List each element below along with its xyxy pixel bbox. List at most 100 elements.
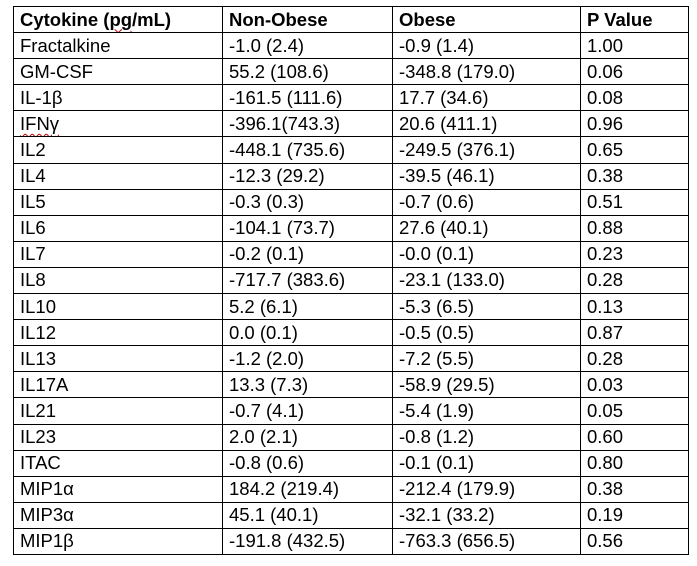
cytokine-cell: IL10 bbox=[13, 293, 223, 321]
obese-cell: -32.1 (33.2) bbox=[392, 501, 581, 529]
p-value-cell: 0.56 bbox=[580, 527, 689, 555]
table-row: IL2 -448.1 (735.6) -249.5 (376.1) 0.65 bbox=[13, 136, 689, 164]
p-value-cell: 0.13 bbox=[580, 293, 689, 321]
p-value-cell: 0.51 bbox=[580, 188, 689, 216]
non-obese-cell: -1.2 (2.0) bbox=[222, 345, 393, 373]
table-row: IL12 0.0 (0.1) -0.5 (0.5) 0.87 bbox=[13, 319, 689, 347]
cytokine-table: Cytokine (pg/mL) Non-Obese Obese P Value… bbox=[13, 5, 689, 555]
obese-cell: -23.1 (133.0) bbox=[392, 266, 581, 295]
header-non-obese: Non-Obese bbox=[222, 5, 393, 34]
p-value-cell: 0.03 bbox=[580, 371, 689, 399]
cytokine-cell: IFNγ bbox=[13, 110, 223, 138]
cytokine-cell: IL7 bbox=[13, 240, 223, 268]
table-row: IL5 -0.3 (0.3) -0.7 (0.6) 0.51 bbox=[13, 188, 689, 216]
table-row: IL17A 13.3 (7.3) -58.9 (29.5) 0.03 bbox=[13, 371, 689, 399]
p-value-cell: 0.65 bbox=[580, 136, 689, 164]
table-row: IL4 -12.3 (29.2) -39.5 (46.1) 0.38 bbox=[13, 162, 689, 190]
table-row: IL7 -0.2 (0.1) -0.0 (0.1) 0.23 bbox=[13, 240, 689, 268]
obese-cell: -212.4 (179.9) bbox=[392, 475, 581, 503]
p-value-cell: 1.00 bbox=[580, 32, 689, 60]
header-obese: Obese bbox=[392, 5, 581, 34]
cytokine-cell: IL2 bbox=[13, 136, 223, 164]
cytokine-cell: IL8 bbox=[13, 266, 223, 295]
obese-cell: -7.2 (5.5) bbox=[392, 345, 581, 373]
non-obese-cell: -0.7 (4.1) bbox=[222, 397, 393, 425]
obese-cell: -58.9 (29.5) bbox=[392, 371, 581, 399]
obese-cell: -39.5 (46.1) bbox=[392, 162, 581, 190]
cytokine-cell: IL4 bbox=[13, 162, 223, 190]
table-row: IFNγ -396.1(743.3) 20.6 (411.1) 0.96 bbox=[13, 110, 689, 138]
cytokine-cell: IL13 bbox=[13, 345, 223, 373]
p-value-cell: 0.60 bbox=[580, 423, 689, 451]
obese-cell: -0.7 (0.6) bbox=[392, 188, 581, 216]
p-value-cell: 0.38 bbox=[580, 162, 689, 190]
p-value-cell: 0.28 bbox=[580, 345, 689, 373]
p-value-cell: 0.80 bbox=[580, 449, 689, 477]
p-value-cell: 0.28 bbox=[580, 266, 689, 295]
cytokine-cell: IL17A bbox=[13, 371, 223, 399]
obese-cell: -0.9 (1.4) bbox=[392, 32, 581, 60]
non-obese-cell: -448.1 (735.6) bbox=[222, 136, 393, 164]
p-value-cell: 0.38 bbox=[580, 475, 689, 503]
p-value-cell: 0.19 bbox=[580, 501, 689, 529]
non-obese-cell: 184.2 (219.4) bbox=[222, 475, 393, 503]
cytokine-cell: IL6 bbox=[13, 214, 223, 242]
header-p-value: P Value bbox=[580, 5, 689, 34]
p-value-cell: 0.87 bbox=[580, 319, 689, 347]
non-obese-cell: -104.1 (73.7) bbox=[222, 214, 393, 242]
obese-cell: -0.0 (0.1) bbox=[392, 240, 581, 268]
table-row: MIP3α 45.1 (40.1) -32.1 (33.2) 0.19 bbox=[13, 501, 689, 529]
p-value-cell: 0.05 bbox=[580, 397, 689, 425]
obese-cell: -0.8 (1.2) bbox=[392, 423, 581, 451]
obese-cell: -763.3 (656.5) bbox=[392, 527, 581, 555]
non-obese-cell: -0.2 (0.1) bbox=[222, 240, 393, 268]
table-row: GM-CSF 55.2 (108.6) -348.8 (179.0) 0.06 bbox=[13, 58, 689, 86]
p-value-cell: 0.06 bbox=[580, 58, 689, 86]
obese-cell: 27.6 (40.1) bbox=[392, 214, 581, 242]
header-cytokine: Cytokine (pg/mL) bbox=[13, 5, 223, 34]
table-row: MIP1α 184.2 (219.4) -212.4 (179.9) 0.38 bbox=[13, 475, 689, 503]
cytokine-cell: IL5 bbox=[13, 188, 223, 216]
cytokine-cell: IL12 bbox=[13, 319, 223, 347]
non-obese-cell: -1.0 (2.4) bbox=[222, 32, 393, 60]
p-value-cell: 0.96 bbox=[580, 110, 689, 138]
non-obese-cell: 2.0 (2.1) bbox=[222, 423, 393, 451]
non-obese-cell: -12.3 (29.2) bbox=[222, 162, 393, 190]
table-row: IL10 5.2 (6.1) -5.3 (6.5) 0.13 bbox=[13, 293, 689, 321]
non-obese-cell: 45.1 (40.1) bbox=[222, 501, 393, 529]
header-row: Cytokine (pg/mL) Non-Obese Obese P Value bbox=[13, 5, 689, 34]
cytokine-cell: MIP1β bbox=[13, 527, 223, 555]
non-obese-cell: 13.3 (7.3) bbox=[222, 371, 393, 399]
cytokine-cell: IL-1β bbox=[13, 84, 223, 112]
non-obese-cell: -0.8 (0.6) bbox=[222, 449, 393, 477]
table-row: IL-1β -161.5 (111.6) 17.7 (34.6) 0.08 bbox=[13, 84, 689, 112]
table-row: Fractalkine -1.0 (2.4) -0.9 (1.4) 1.00 bbox=[13, 32, 689, 60]
p-value-cell: 0.23 bbox=[580, 240, 689, 268]
non-obese-cell: 0.0 (0.1) bbox=[222, 319, 393, 347]
obese-cell: -0.5 (0.5) bbox=[392, 319, 581, 347]
obese-cell: -249.5 (376.1) bbox=[392, 136, 581, 164]
cytokine-cell: MIP1α bbox=[13, 475, 223, 503]
table-row: IL23 2.0 (2.1) -0.8 (1.2) 0.60 bbox=[13, 423, 689, 451]
obese-cell: 17.7 (34.6) bbox=[392, 84, 581, 112]
obese-cell: -0.1 (0.1) bbox=[392, 449, 581, 477]
non-obese-cell: 5.2 (6.1) bbox=[222, 293, 393, 321]
cytokine-cell: GM-CSF bbox=[13, 58, 223, 86]
non-obese-cell: -191.8 (432.5) bbox=[222, 527, 393, 555]
cytokine-cell: Fractalkine bbox=[13, 32, 223, 60]
table-row: IL13 -1.2 (2.0) -7.2 (5.5) 0.28 bbox=[13, 345, 689, 373]
obese-cell: -5.3 (6.5) bbox=[392, 293, 581, 321]
cytokine-cell: IL23 bbox=[13, 423, 223, 451]
obese-cell: -5.4 (1.9) bbox=[392, 397, 581, 425]
obese-cell: -348.8 (179.0) bbox=[392, 58, 581, 86]
non-obese-cell: -396.1(743.3) bbox=[222, 110, 393, 138]
obese-cell: 20.6 (411.1) bbox=[392, 110, 581, 138]
non-obese-cell: -161.5 (111.6) bbox=[222, 84, 393, 112]
non-obese-cell: -717.7 (383.6) bbox=[222, 266, 393, 295]
cytokine-cell: MIP3α bbox=[13, 501, 223, 529]
table-row: MIP1β -191.8 (432.5) -763.3 (656.5) 0.56 bbox=[13, 527, 689, 555]
p-value-cell: 0.08 bbox=[580, 84, 689, 112]
table-row: IL6 -104.1 (73.7) 27.6 (40.1) 0.88 bbox=[13, 214, 689, 242]
cytokine-cell: ITAC bbox=[13, 449, 223, 477]
p-value-cell: 0.88 bbox=[580, 214, 689, 242]
